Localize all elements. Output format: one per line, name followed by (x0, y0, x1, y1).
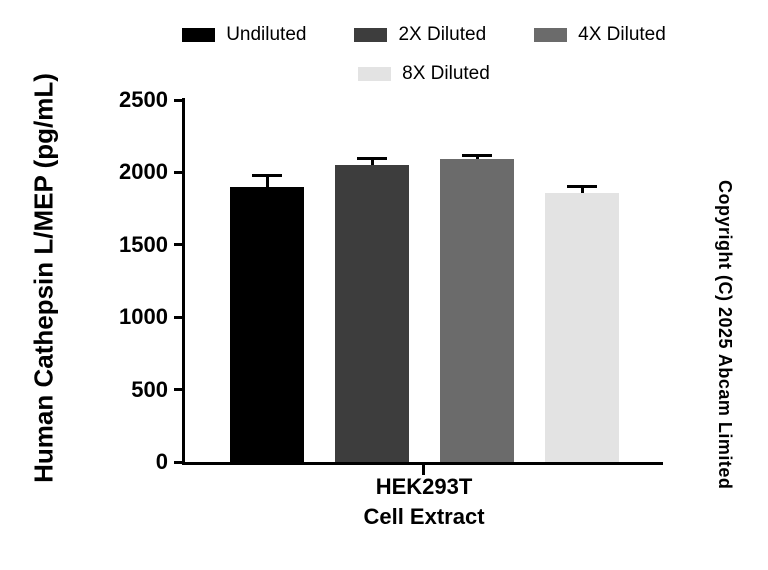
legend-swatch (358, 67, 392, 81)
legend-item-2x-diluted: 2X Diluted (354, 24, 486, 46)
legend-swatch (182, 28, 216, 42)
legend-label: 4X Diluted (578, 24, 666, 45)
error-bar-cap (567, 185, 597, 188)
y-tick (174, 98, 182, 102)
y-tick-label: 1500 (119, 231, 168, 257)
y-tick-label: 2500 (119, 87, 168, 112)
y-tick (174, 170, 182, 174)
x-axis-title: HEK293T Cell Extract (185, 472, 663, 532)
plot-area: 0 500 1000 1500 2000 2500 (119, 87, 663, 475)
legend-item-4x-diluted: 4X Diluted (534, 24, 666, 46)
y-tick (174, 388, 182, 392)
y-axis-line (182, 98, 185, 465)
y-tick (174, 243, 182, 247)
error-bar-cap (252, 174, 282, 177)
error-bar-cap (462, 154, 492, 157)
legend-row: Undiluted 2X Diluted 4X Diluted (182, 24, 666, 46)
legend-swatch (354, 28, 388, 42)
bar-undiluted (230, 187, 304, 462)
copyright-text: Copyright (C) 2025 Abcam Limited (715, 180, 735, 490)
x-axis-title-line2: Cell Extract (363, 504, 485, 529)
legend-label: 8X Diluted (402, 63, 490, 84)
error-bar-line (580, 185, 584, 193)
error-bar-line (265, 174, 269, 187)
y-tick (174, 315, 182, 319)
legend-item-undiluted: Undiluted (182, 24, 306, 46)
legend-label: 2X Diluted (398, 24, 487, 45)
legend-item-8x-diluted: 8X Diluted (358, 63, 490, 85)
x-axis-tick (422, 465, 425, 475)
bar-2x-diluted (335, 165, 409, 462)
legend-swatch (534, 28, 568, 42)
legend: Undiluted 2X Diluted 4X Diluted 8X Diluted (182, 24, 666, 102)
x-axis-title-line1: HEK293T (375, 474, 473, 499)
legend-row: 8X Diluted (185, 63, 663, 85)
error-bar-line (370, 157, 374, 165)
error-bar-cap (357, 157, 387, 160)
y-tick-label: 1000 (119, 304, 168, 330)
bar-4x-diluted (440, 159, 514, 462)
legend-label: Undiluted (226, 24, 307, 45)
y-tick (174, 460, 182, 464)
y-tick-label: 0 (155, 449, 168, 474)
y-tick-label: 2000 (119, 159, 168, 185)
x-axis-line (182, 462, 663, 465)
y-tick-label: 500 (131, 376, 168, 402)
bar-8x-diluted (545, 193, 619, 462)
y-axis-title: Human Cathepsin L/MEP (pg/mL) (28, 73, 59, 483)
